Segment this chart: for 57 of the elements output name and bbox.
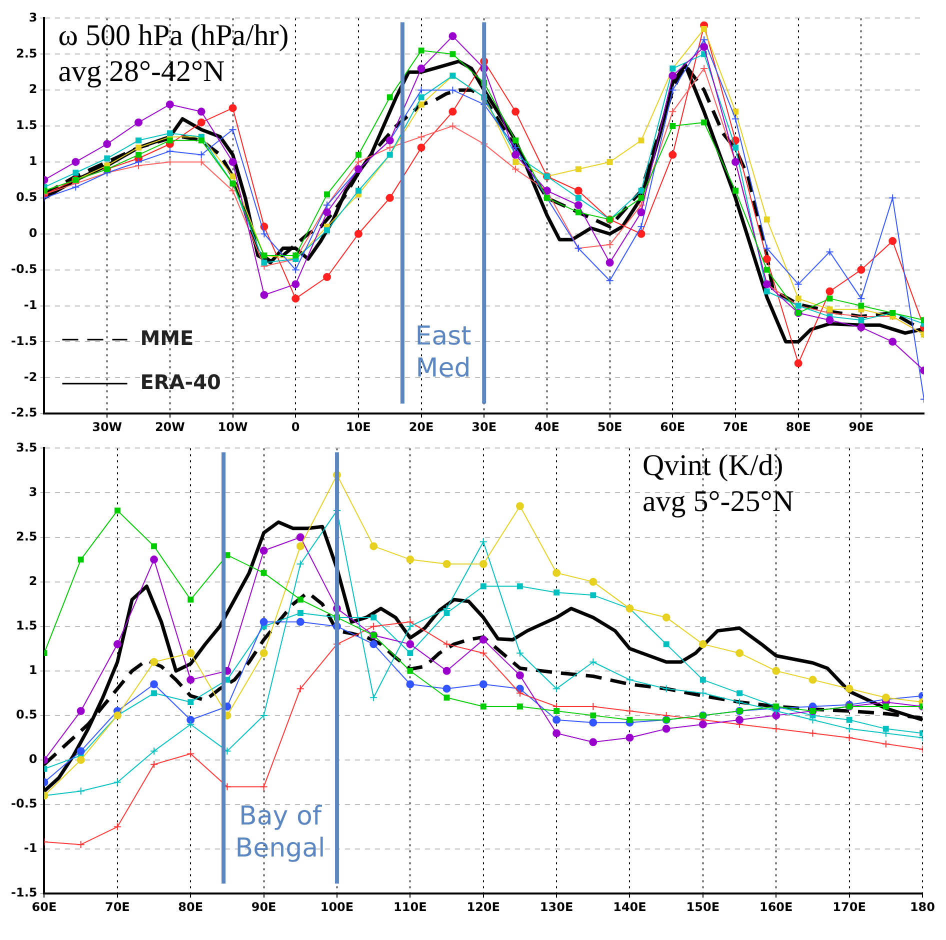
- y-tick-label: 1.5: [16, 618, 38, 632]
- x-tick-label: 60E: [32, 900, 57, 914]
- x-tick-label: 20W: [154, 420, 185, 434]
- y-tick-label: 3: [28, 484, 38, 499]
- y-tick-label: 0: [28, 226, 38, 240]
- y-tick-label: 2.5: [16, 46, 38, 60]
- chart-title: ω 500 hPa (hPa/hr): [58, 19, 289, 52]
- x-tick-label: 20E: [408, 420, 434, 434]
- annotation: Bay of Bengal: [235, 801, 326, 864]
- y-tick-label: -0.5: [10, 796, 38, 811]
- x-tick-label: 70E: [723, 420, 748, 434]
- annotation: East Med: [415, 321, 472, 384]
- y-tick-label: 0.5: [16, 190, 38, 204]
- y-tick-label: 1: [28, 663, 38, 678]
- x-tick-label: 60E: [660, 420, 686, 434]
- x-tick-label: 170E: [832, 900, 866, 914]
- y-tick-label: 1.5: [16, 118, 38, 132]
- y-tick-label: -1.5: [10, 334, 38, 348]
- y-tick-label: 2: [28, 82, 38, 96]
- x-tick-label: 80E: [178, 900, 204, 914]
- y-tick-label: 3.5: [16, 440, 38, 454]
- x-tick-label: 90E: [848, 420, 874, 434]
- x-tick-label: 30E: [472, 420, 497, 434]
- legend-label: ERA-40: [140, 370, 221, 394]
- x-tick-label: 100E: [320, 900, 354, 914]
- x-tick-label: 90E: [251, 900, 276, 914]
- chart-title: Qvint (K/d): [642, 449, 784, 482]
- y-tick-label: 1: [28, 154, 38, 168]
- text: avg 5°-25°N: [642, 485, 794, 518]
- y-tick-label: 2: [28, 574, 38, 588]
- legend-label: MME: [140, 326, 194, 350]
- x-tick-label: 120E: [466, 900, 500, 914]
- y-tick-label: -0.5: [10, 262, 38, 276]
- y-tick-label: 0: [28, 752, 38, 766]
- x-tick-label: 130E: [540, 900, 574, 914]
- y-tick-label: -2.5: [10, 406, 38, 420]
- x-tick-label: 70E: [104, 900, 130, 914]
- y-tick-label: -1: [24, 298, 38, 312]
- x-tick-label: 80E: [786, 420, 811, 434]
- x-tick-label: 150E: [686, 900, 720, 914]
- y-tick-label: 2.5: [16, 529, 38, 544]
- y-tick-label: -1: [24, 841, 38, 856]
- x-tick-label: 50E: [597, 420, 622, 434]
- y-tick-label: -2: [24, 370, 38, 384]
- x-tick-label: 10W: [218, 420, 248, 434]
- x-tick-label: 180: [910, 900, 936, 914]
- y-tick-label: 3: [28, 10, 38, 24]
- x-tick-label: 140E: [613, 900, 646, 914]
- x-tick-label: 160E: [759, 900, 793, 914]
- x-tick-label: 30W: [92, 420, 122, 434]
- y-tick-label: -1.5: [10, 886, 38, 900]
- y-tick-label: 0.5: [16, 708, 38, 722]
- x-tick-label: 0: [291, 420, 300, 434]
- x-tick-label: 40E: [534, 420, 560, 434]
- text: avg 28°-42°N: [58, 55, 225, 88]
- x-tick-label: 110E: [394, 900, 427, 914]
- x-tick-label: 10E: [346, 420, 371, 434]
